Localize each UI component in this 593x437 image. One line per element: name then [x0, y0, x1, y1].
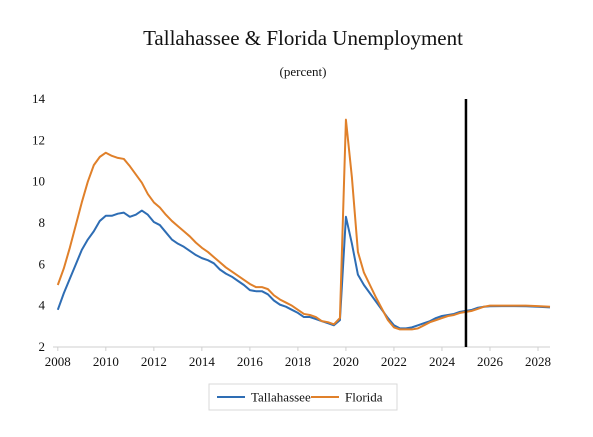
- legend: Tallahassee Florida: [208, 383, 398, 411]
- x-tick-label: 2022: [381, 354, 407, 369]
- legend-label-florida: Florida: [345, 390, 383, 405]
- x-tick-label: 2010: [93, 354, 119, 369]
- x-tick-label: 2026: [477, 354, 504, 369]
- x-tick-label: 2018: [285, 354, 311, 369]
- x-tick-label: 2028: [525, 354, 551, 369]
- chart-subtitle: (percent): [280, 64, 327, 79]
- series-line-tallahassee: [56, 209, 551, 330]
- x-tick-label: 2016: [237, 354, 264, 369]
- x-tick-label: 2014: [189, 354, 216, 369]
- y-axis: 2 4 6 8 10 12 14: [32, 91, 46, 354]
- y-tick-label: 6: [39, 256, 46, 271]
- y-tick-label: 8: [39, 215, 46, 230]
- y-tick-label: 4: [39, 298, 46, 313]
- x-tick-label: 2024: [429, 354, 456, 369]
- series-line-florida: [56, 118, 551, 331]
- x-tick-label: 2020: [333, 354, 359, 369]
- legend-label-tallahassee: Tallahassee: [251, 390, 311, 405]
- y-tick-label: 12: [32, 132, 45, 147]
- y-tick-label: 10: [32, 174, 45, 189]
- y-tick-label: 2: [39, 339, 46, 354]
- chart-title: Tallahassee & Florida Unemployment: [143, 26, 463, 50]
- y-tick-label: 14: [32, 91, 46, 106]
- x-tick-label: 2012: [141, 354, 167, 369]
- x-axis: 2008 2010 2012 2014 2016 2018 2020 2022 2024 2026…: [45, 347, 551, 369]
- x-tick-label: 2008: [45, 354, 71, 369]
- series-layer: [56, 118, 551, 331]
